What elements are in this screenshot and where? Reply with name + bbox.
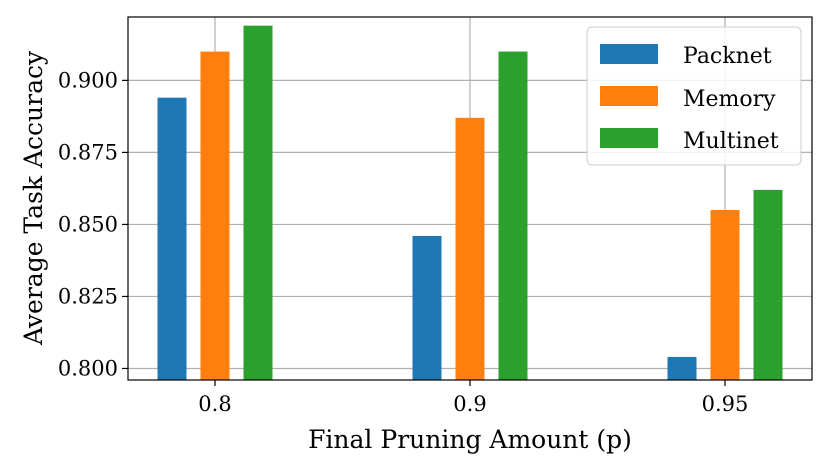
y-tick-label: 0.900 [58,68,118,92]
legend-label-packnet: Packnet [683,44,772,69]
y-axis: 0.800 0.825 0.850 0.875 0.900 [58,68,128,380]
bars [157,25,783,381]
legend-label-memory: Memory [683,87,776,112]
y-tick-label: 0.800 [58,356,118,380]
bar-memory-0.9 [455,117,485,380]
bar-packnet-0.9 [412,235,442,380]
bar-memory-0.8 [200,51,230,380]
legend-label-multinet: Multinet [683,129,779,154]
bar-multinet-0.9 [498,51,528,380]
x-axis-title: Final Pruning Amount (p) [308,425,632,454]
x-tick-label: 0.9 [453,392,486,416]
bar-multinet-0.95 [753,189,783,380]
bar-packnet-0.95 [667,356,697,380]
x-tick-label: 0.95 [702,392,749,416]
x-tick-label: 0.8 [198,392,231,416]
legend: Packnet Memory Multinet [586,26,802,166]
bar-packnet-0.8 [157,97,187,381]
legend-swatch-packnet [600,44,658,64]
y-axis-title: Average Task Accuracy [19,50,48,346]
bar-memory-0.95 [710,210,740,380]
y-tick-label: 0.875 [58,140,118,164]
y-tick-label: 0.825 [58,284,118,308]
bar-multinet-0.8 [243,25,273,381]
legend-swatch-multinet [600,128,658,148]
y-tick-label: 0.850 [58,212,118,236]
legend-swatch-memory [600,86,658,106]
x-axis: 0.8 0.9 0.95 [198,380,748,416]
